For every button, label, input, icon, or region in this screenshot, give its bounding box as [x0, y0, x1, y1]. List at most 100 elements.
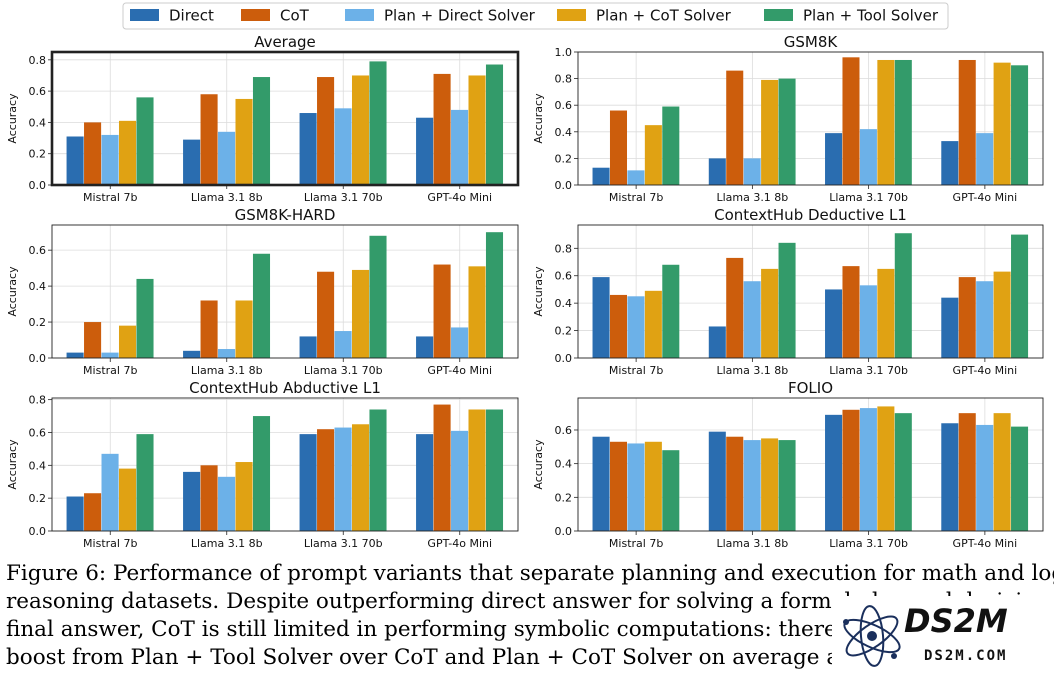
bar [825, 414, 843, 531]
bar [84, 322, 102, 358]
plot-frame [577, 224, 1044, 359]
bar [101, 352, 119, 358]
bar [66, 352, 84, 358]
chart-title: GSM8K-HARD [235, 206, 336, 224]
x-tick-label: GPT-4o Mini [953, 364, 1018, 377]
bar [351, 424, 370, 531]
bar [485, 409, 504, 531]
bar [592, 436, 610, 531]
bar [369, 409, 387, 531]
y-tick-label: 0.8 [555, 242, 573, 255]
bar [183, 471, 201, 531]
bar [468, 266, 486, 358]
bar [84, 122, 102, 185]
bar [958, 59, 976, 186]
y-tick-label: 0.2 [29, 148, 47, 161]
y-tick-label: 0.0 [555, 352, 573, 365]
bar [351, 75, 370, 185]
y-tick-label: 0.2 [555, 491, 573, 504]
bar [778, 440, 796, 531]
x-tick-label: GPT-4o Mini [427, 191, 492, 204]
y-axis-label: Accuracy [6, 93, 19, 144]
bar [662, 264, 680, 358]
y-tick-label: 0.4 [555, 458, 573, 471]
bar [859, 129, 877, 185]
bar [627, 443, 645, 531]
bar [334, 427, 352, 531]
y-tick-label: 0.6 [29, 244, 47, 257]
bar [958, 277, 976, 358]
plot-frame [577, 51, 1044, 186]
bar [708, 326, 726, 358]
bar [485, 232, 504, 358]
bar [84, 493, 102, 531]
bar [993, 271, 1011, 358]
bar [433, 404, 451, 531]
y-tick-label: 0.2 [555, 152, 573, 165]
chart-title: GSM8K [784, 33, 839, 51]
y-tick-label: 1.0 [555, 46, 573, 59]
bar [200, 465, 218, 531]
bar [200, 300, 218, 358]
y-tick-label: 0.6 [29, 426, 47, 439]
bar [118, 120, 137, 185]
bar [877, 268, 895, 358]
bar [976, 281, 994, 358]
bar [662, 106, 680, 185]
bar [101, 453, 119, 531]
bar [877, 406, 895, 531]
bar [743, 158, 761, 185]
bar [609, 441, 628, 531]
figure: Direct CoT Plan + Direct Solver Plan + CoT … [6, 2, 1044, 550]
bar [894, 233, 912, 358]
bar [235, 300, 253, 358]
bar [101, 134, 119, 185]
bar [433, 264, 451, 358]
legend-frame [122, 2, 949, 30]
bar [592, 277, 610, 358]
y-tick-label: 0.6 [555, 270, 573, 283]
y-tick-label: 0.8 [29, 394, 47, 407]
x-tick-label: Mistral 7b [83, 537, 137, 550]
y-tick-label: 0.2 [555, 325, 573, 338]
caption-line: final answer, CoT is still limited in pe… [6, 617, 851, 642]
bar [183, 350, 201, 358]
x-tick-label: Llama 3.1 8b [716, 537, 788, 550]
y-axis-label: Accuracy [6, 439, 19, 490]
y-tick-label: 0.6 [29, 85, 47, 98]
bar [708, 431, 726, 531]
bar [183, 139, 201, 185]
y-tick-label: 0.0 [555, 525, 573, 538]
y-tick-label: 0.4 [29, 459, 47, 472]
bar [958, 413, 976, 531]
bar [627, 170, 645, 185]
x-tick-label: Mistral 7b [609, 537, 663, 550]
watermark: DS2M DS2M.COM [832, 596, 1056, 672]
y-axis-label: Accuracy [532, 93, 545, 144]
y-axis-label: Accuracy [532, 439, 545, 490]
watermark-domain: DS2M.COM [924, 648, 1007, 664]
x-tick-label: GPT-4o Mini [427, 364, 492, 377]
bar [218, 131, 236, 185]
y-tick-label: 0.4 [29, 116, 47, 129]
watermark-brand: DS2M [904, 602, 1008, 640]
bar [894, 413, 912, 531]
x-tick-label: Llama 3.1 70b [829, 537, 908, 550]
bar [825, 133, 843, 185]
bar [778, 78, 796, 185]
atom-logo-icon [843, 605, 901, 667]
x-tick-label: Llama 3.1 70b [304, 537, 383, 550]
bar [761, 438, 779, 531]
x-tick-label: Llama 3.1 8b [716, 364, 788, 377]
bar [842, 57, 860, 185]
x-tick-label: Llama 3.1 8b [191, 364, 263, 377]
y-axis-label: Accuracy [532, 266, 545, 317]
y-tick-label: 0.2 [29, 492, 47, 505]
chart-panel: 0.0 0.2 0.4 0.6 0.8 1.0 Mistral 7b Llama 3.1 8b… [532, 33, 1044, 204]
bar [726, 70, 744, 185]
bar [976, 424, 994, 531]
chart-title: ContextHub Abductive L1 [189, 379, 381, 397]
x-tick-label: Mistral 7b [83, 364, 137, 377]
bar [644, 290, 662, 358]
bar [136, 278, 154, 358]
